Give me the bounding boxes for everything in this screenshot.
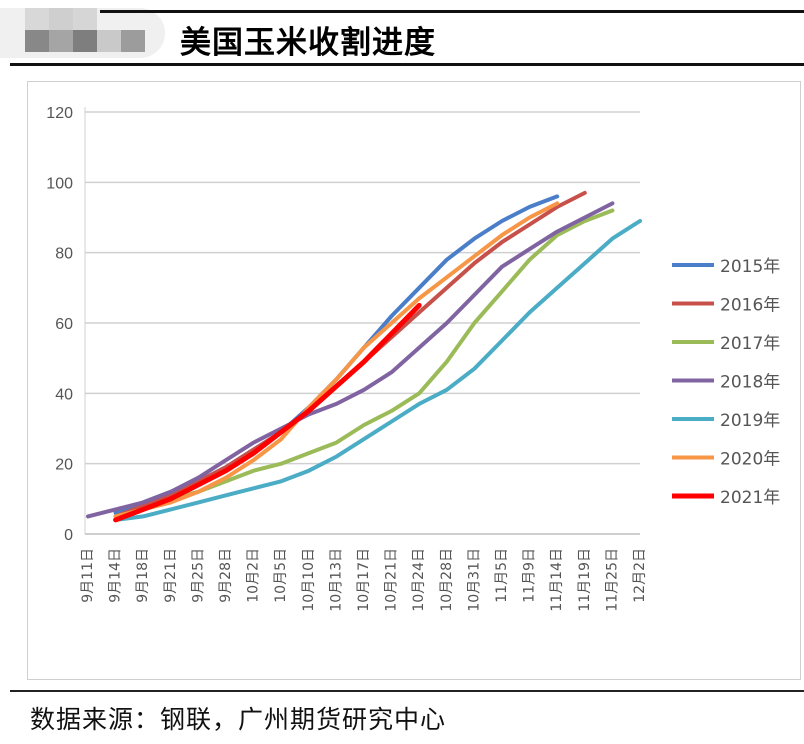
x-tick-label: 12月2日: [632, 548, 648, 603]
legend-label: 2017年: [720, 334, 780, 354]
x-tick-label: 10月10日: [301, 548, 317, 612]
legend-label: 2021年: [720, 488, 780, 508]
x-tick-label: 10月2日: [246, 548, 262, 603]
x-tick-label: 9月28日: [218, 548, 234, 603]
x-tick-label: 11月25日: [604, 548, 620, 612]
x-tick-label: 9月14日: [108, 548, 124, 603]
y-tick-label: 0: [64, 527, 73, 544]
legend-label: 2020年: [720, 450, 780, 470]
y-tick-label: 60: [55, 316, 73, 333]
blurred-logo: [0, 8, 165, 58]
series-line-2021: [113, 302, 422, 523]
series-line-2016: [113, 190, 587, 519]
y-tick-label: 20: [55, 457, 73, 474]
footer-rule: [10, 690, 804, 692]
x-tick-label: 10月31日: [466, 548, 482, 612]
series-line-2019: [113, 219, 642, 522]
series-line-2020: [113, 201, 560, 519]
legend-label: 2015年: [720, 257, 780, 277]
x-tick-label: 11月14日: [549, 548, 565, 612]
data-source: 数据来源：钢联，广州期货研究中心: [30, 705, 447, 734]
page-title: 美国玉米收割进度: [180, 25, 436, 61]
x-tick-label: 10月28日: [439, 548, 455, 612]
x-tick-label: 10月5日: [273, 548, 289, 603]
header-top-rule: [100, 10, 804, 13]
legend-label: 2016年: [720, 296, 780, 316]
legend-label: 2018年: [720, 373, 780, 393]
x-tick-label: 9月21日: [163, 548, 179, 603]
header-bottom-rule: [10, 63, 804, 66]
x-tick-label: 9月25日: [190, 548, 206, 603]
series-line-2018: [86, 201, 615, 519]
x-tick-label: 11月5日: [494, 548, 510, 603]
y-tick-label: 40: [55, 386, 73, 403]
y-tick-label: 100: [46, 175, 73, 192]
legend-label: 2019年: [720, 411, 780, 431]
x-tick-label: 10月17日: [356, 548, 372, 612]
x-tick-label: 9月18日: [135, 548, 151, 603]
y-tick-label: 120: [46, 105, 73, 122]
y-tick-label: 80: [55, 246, 73, 263]
x-tick-label: 11月9日: [522, 548, 538, 603]
x-tick-label: 9月11日: [80, 548, 96, 603]
x-tick-label: 10月21日: [384, 548, 400, 612]
x-tick-label: 11月19日: [577, 548, 593, 612]
x-tick-label: 10月13日: [328, 548, 344, 612]
x-tick-label: 10月24日: [411, 548, 427, 612]
